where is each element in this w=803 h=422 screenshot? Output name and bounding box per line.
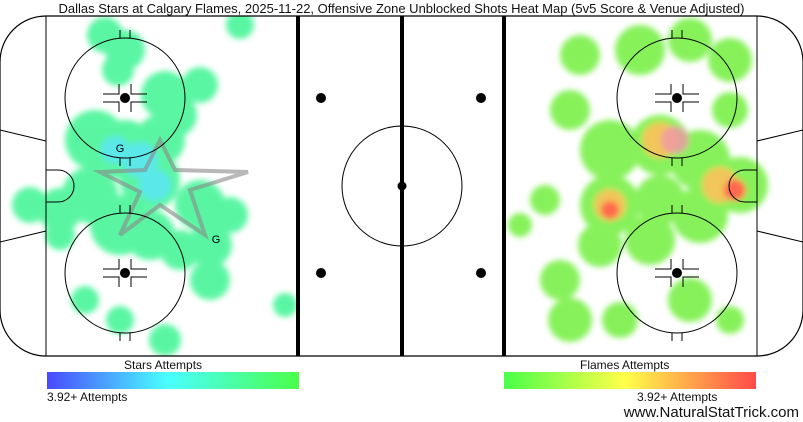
flames-heat-blob [540,260,580,300]
flames-heat-blob [625,215,675,265]
faceoff-dot [120,268,130,278]
flames-heat-blob [668,278,712,322]
flames-heat-hotspot [601,201,619,219]
faceoff-circles [64,30,738,341]
neutral-zone-dot [476,93,486,103]
source-watermark: www.NaturalStatTrick.com [623,404,799,421]
stars-heat-hotspot [139,169,171,201]
stars-heat-blob [45,220,75,250]
stars-heat-blob [273,293,297,317]
faceoff-circle [616,37,738,159]
flames-heat-blob [548,298,592,342]
neutral-zone-dot [316,268,326,278]
flames-heat-blob [602,302,638,338]
flames-heat-blob [580,120,640,180]
neutral-zone-dot [476,268,486,278]
stars-legend-title: Stars Attempts [124,358,203,372]
faceoff-circle [64,37,186,159]
stars-heat-blob [38,188,82,232]
flames-color-scale [504,372,756,389]
center-dot [397,181,407,191]
center-circle [341,125,463,247]
chart-title: Dallas Stars at Calgary Flames, 2025-11-… [58,1,745,16]
stars-heat-blob [182,67,218,103]
flames-heat-blob [716,306,744,334]
stars-heat-blob [105,30,145,70]
stars-heat-blob [12,187,48,223]
stars-color-scale [47,372,299,389]
stars-heat-blob [226,16,254,39]
neutral-zone-dot [316,93,326,103]
stars-heat-hotspot [101,136,129,164]
flames-heat-layer [508,18,768,342]
goal-creases [46,169,757,203]
flames-heat-blob [508,213,532,237]
flames-heat-blob [668,18,712,62]
flames-heat-blob [578,223,622,267]
faceoff-dot [672,268,682,278]
flames-heat-hotspot [724,179,746,201]
stars-heat-blob [71,286,99,314]
stars-heat-blob [149,324,181,356]
flames-heat-blob [708,38,752,82]
flames-legend-title: Flames Attempts [580,358,670,372]
stars-heat-layer [12,16,297,356]
flames-logo [661,126,689,154]
stars-heat-blob [190,260,230,300]
flames-legend-max: 3.92+ Attempts [637,390,718,404]
faceoff-dot [672,93,682,103]
faceoff-dot [120,93,130,103]
faceoff-circle [64,212,186,334]
goal-marker: G [116,143,125,155]
flames-heat-blob [550,90,590,130]
stars-heat-blob [106,306,134,334]
faceoff-circle [616,212,738,334]
stars-heat-blob [160,230,200,270]
stars-legend-max: 3.92+ Attempts [47,390,128,404]
flames-heat-blob [615,25,665,75]
flames-heat-blob [712,92,748,128]
stars-heat-blob [212,197,248,233]
flames-heat-blob [560,35,600,75]
goal-marker: G [212,234,221,246]
flames-heat-blob [530,185,560,215]
